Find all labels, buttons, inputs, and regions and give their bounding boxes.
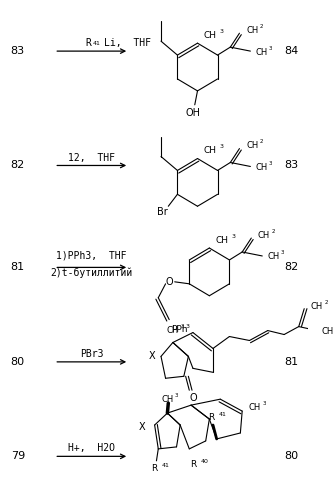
Text: O: O xyxy=(165,277,173,287)
Text: Li,  THF: Li, THF xyxy=(104,38,152,48)
Text: R: R xyxy=(208,412,214,422)
Text: 81: 81 xyxy=(11,262,25,272)
Text: 80: 80 xyxy=(284,452,298,462)
Text: CH: CH xyxy=(167,326,179,335)
Text: CH: CH xyxy=(216,236,228,244)
Text: R: R xyxy=(190,460,196,469)
Text: PBr3: PBr3 xyxy=(80,349,103,359)
Text: 81: 81 xyxy=(284,357,298,367)
Text: 83: 83 xyxy=(284,160,298,170)
Text: 3: 3 xyxy=(262,400,266,406)
Text: 2)t-бутиллитий: 2)t-бутиллитий xyxy=(50,267,133,278)
Text: 80: 80 xyxy=(11,357,25,367)
Text: 41: 41 xyxy=(162,464,170,468)
Text: Br: Br xyxy=(158,207,168,217)
Text: 3: 3 xyxy=(219,28,223,34)
Text: 41: 41 xyxy=(93,40,100,46)
Text: H+,  H2O: H+, H2O xyxy=(68,444,115,454)
Text: 3: 3 xyxy=(269,46,272,51)
Text: R: R xyxy=(152,464,158,473)
Text: 2: 2 xyxy=(259,139,263,144)
Text: CH: CH xyxy=(255,163,267,172)
Text: 1)PPh3,  THF: 1)PPh3, THF xyxy=(56,250,127,260)
Text: 3: 3 xyxy=(180,324,184,329)
Text: CH: CH xyxy=(267,252,279,262)
Text: 40: 40 xyxy=(200,460,208,464)
Text: CH: CH xyxy=(311,302,323,311)
Text: PPh: PPh xyxy=(171,325,187,334)
Text: 12,  THF: 12, THF xyxy=(68,152,115,162)
Text: 3: 3 xyxy=(335,325,336,330)
Text: 2: 2 xyxy=(271,228,275,234)
Text: 2: 2 xyxy=(259,24,263,28)
Text: CH: CH xyxy=(204,30,217,40)
Text: 82: 82 xyxy=(11,160,25,170)
Text: CH: CH xyxy=(204,146,217,155)
Text: 82: 82 xyxy=(284,262,299,272)
Text: 79: 79 xyxy=(11,452,25,462)
Text: 2: 2 xyxy=(324,300,328,305)
Text: O: O xyxy=(189,393,197,403)
Text: OH: OH xyxy=(185,108,201,118)
Text: 84: 84 xyxy=(284,46,299,56)
Text: 3: 3 xyxy=(231,234,235,238)
Text: 3: 3 xyxy=(269,161,272,166)
Text: 83: 83 xyxy=(11,46,25,56)
Text: 3: 3 xyxy=(219,144,223,149)
Text: 41: 41 xyxy=(218,412,226,416)
Text: X: X xyxy=(149,352,155,362)
Text: CH: CH xyxy=(322,327,334,336)
Text: 3: 3 xyxy=(281,250,284,256)
Text: CH: CH xyxy=(246,26,258,35)
Text: X: X xyxy=(138,422,145,432)
Text: R: R xyxy=(85,38,91,48)
Text: CH: CH xyxy=(255,48,267,56)
Text: CH: CH xyxy=(258,230,270,239)
Text: CH: CH xyxy=(246,141,258,150)
Text: 3: 3 xyxy=(185,324,190,329)
Text: 3: 3 xyxy=(175,392,178,398)
Text: CH: CH xyxy=(161,394,173,404)
Text: CH: CH xyxy=(249,402,261,411)
